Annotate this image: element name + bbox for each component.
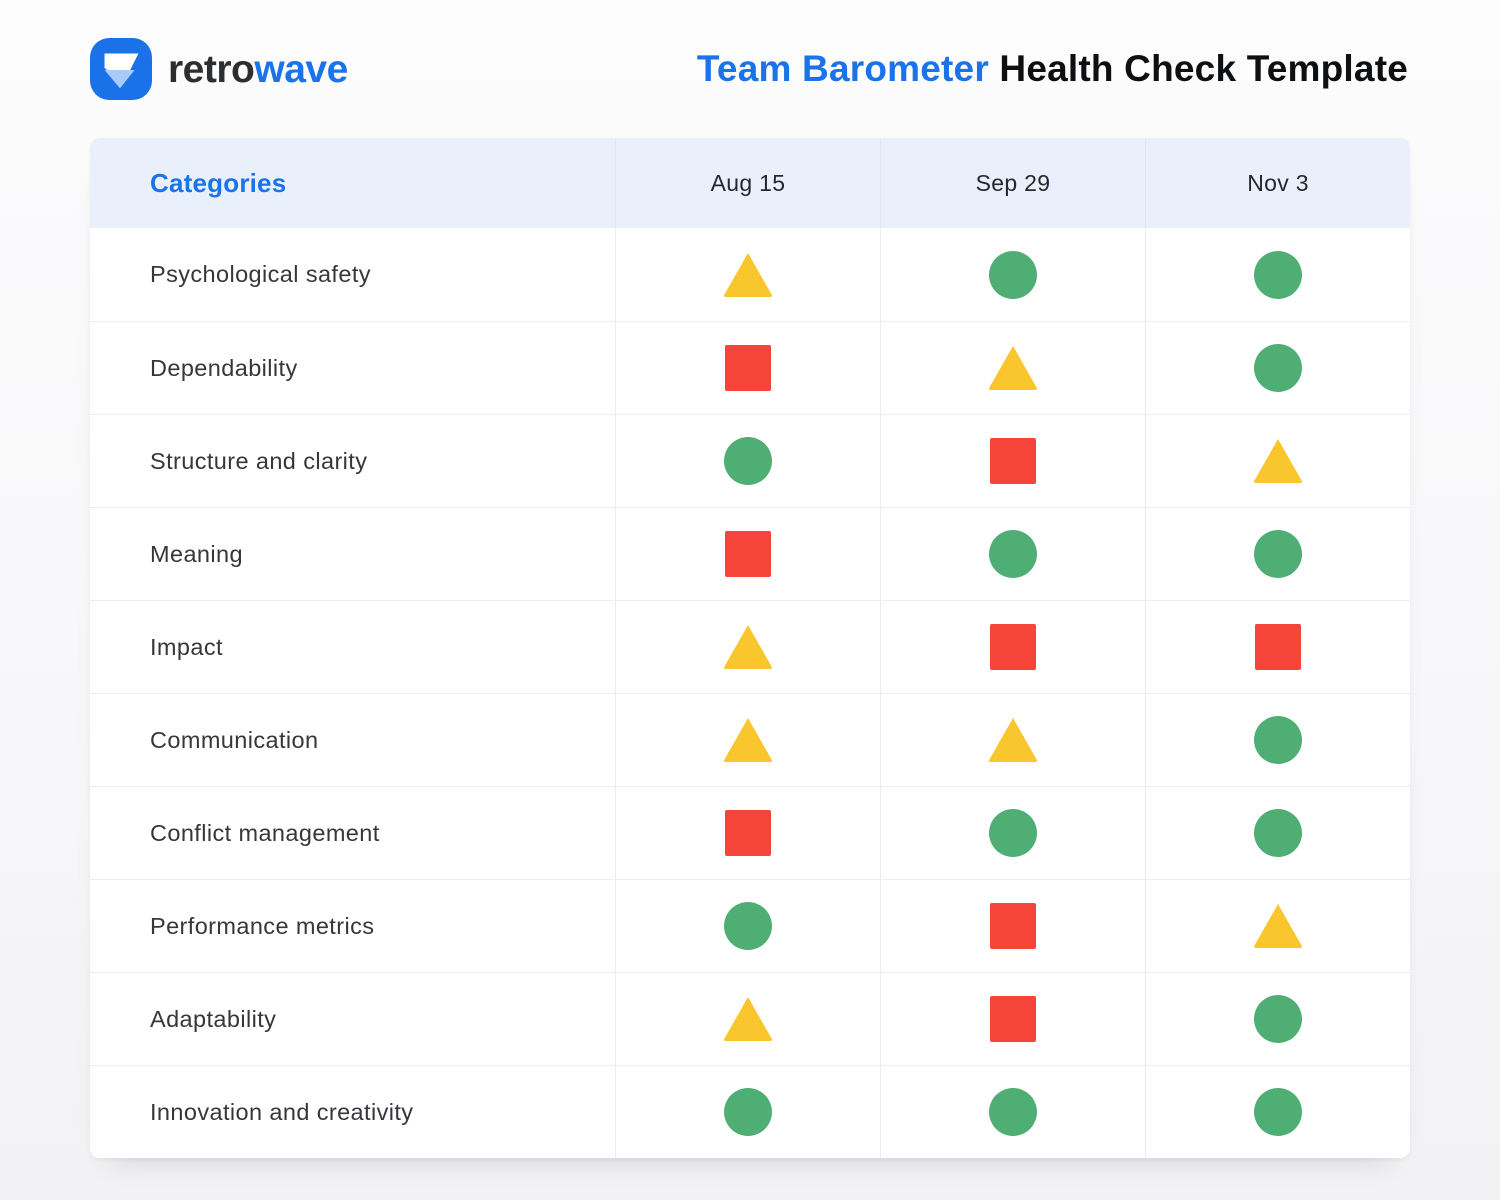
status-cell[interactable]: [1145, 787, 1410, 879]
status-cell[interactable]: [880, 880, 1145, 972]
category-label: Innovation and creativity: [150, 1098, 414, 1125]
logo-flag-white: [104, 53, 139, 83]
status-square-icon: [725, 810, 771, 856]
category-label: Communication: [150, 726, 319, 753]
column-header-date-3: Nov 3: [1145, 138, 1410, 228]
brand-logo: retrowave: [90, 38, 348, 100]
status-triangle-icon: [988, 346, 1038, 390]
status-circle-icon: [724, 1088, 772, 1136]
status-cell[interactable]: [1145, 601, 1410, 693]
status-square-icon: [990, 903, 1036, 949]
status-square-icon: [1255, 624, 1301, 670]
status-circle-icon: [1254, 1088, 1302, 1136]
status-circle-icon: [724, 437, 772, 485]
status-cell[interactable]: [615, 694, 880, 786]
category-label: Dependability: [150, 354, 298, 381]
status-cell[interactable]: [615, 322, 880, 414]
status-cell[interactable]: [880, 787, 1145, 879]
status-triangle-icon: [1253, 904, 1303, 948]
category-label: Conflict management: [150, 819, 380, 846]
status-cell[interactable]: [1145, 1066, 1410, 1158]
category-label: Psychological safety: [150, 261, 371, 287]
status-cell[interactable]: [615, 508, 880, 600]
category-label: Adaptability: [150, 1005, 277, 1032]
status-triangle-icon: [723, 625, 773, 669]
status-circle-icon: [1254, 530, 1302, 578]
top-bar: retrowave Team Barometer Health Check Te…: [0, 0, 1500, 138]
status-triangle-icon: [1253, 439, 1303, 483]
status-cell[interactable]: [1145, 228, 1410, 321]
status-circle-icon: [989, 1088, 1037, 1136]
status-circle-icon: [989, 809, 1037, 857]
column-header-date-1: Aug 15: [615, 138, 880, 228]
category-label: Impact: [150, 633, 223, 660]
status-triangle-icon: [723, 997, 773, 1041]
status-cell[interactable]: [615, 880, 880, 972]
table-row: Psychological safety: [90, 228, 1410, 321]
brand-name-secondary: wave: [254, 47, 348, 91]
table-row: Adaptability: [90, 972, 1410, 1065]
status-square-icon: [990, 438, 1036, 484]
page-title-rest: Health Check Template: [999, 48, 1408, 89]
status-cell[interactable]: [1145, 415, 1410, 507]
table-row: Impact: [90, 600, 1410, 693]
category-label: Meaning: [150, 540, 243, 567]
page-title-highlight: Team Barometer: [696, 48, 989, 89]
status-square-icon: [990, 996, 1036, 1042]
category-label: Performance metrics: [150, 912, 375, 939]
status-cell[interactable]: [1145, 322, 1410, 414]
status-circle-icon: [1254, 995, 1302, 1043]
table-row: Performance metrics: [90, 879, 1410, 972]
column-header-date-2: Sep 29: [880, 138, 1145, 228]
status-cell[interactable]: [1145, 694, 1410, 786]
status-circle-icon: [1254, 716, 1302, 764]
status-cell[interactable]: [880, 508, 1145, 600]
table-row: Structure and clarity: [90, 414, 1410, 507]
status-cell[interactable]: [880, 415, 1145, 507]
status-square-icon: [725, 345, 771, 391]
status-cell[interactable]: [615, 601, 880, 693]
status-cell[interactable]: [880, 694, 1145, 786]
status-cell[interactable]: [615, 787, 880, 879]
health-check-table: Categories Aug 15 Sep 29 Nov 3 Psycholog…: [90, 138, 1410, 1158]
logo-triangle-light: [104, 69, 135, 89]
brand-name: retrowave: [168, 50, 348, 89]
retrowave-logo-icon: [90, 38, 152, 100]
status-square-icon: [725, 531, 771, 577]
status-cell[interactable]: [880, 973, 1145, 1065]
status-circle-icon: [1254, 809, 1302, 857]
status-cell[interactable]: [880, 228, 1145, 321]
status-cell[interactable]: [880, 601, 1145, 693]
status-circle-icon: [724, 902, 772, 950]
status-circle-icon: [1254, 344, 1302, 392]
table-body: Psychological safety Dependability Structu…: [90, 228, 1410, 1158]
status-circle-icon: [989, 250, 1037, 299]
status-cell[interactable]: [615, 1066, 880, 1158]
category-label: Structure and clarity: [150, 447, 368, 474]
column-header-categories: Categories: [150, 167, 287, 198]
table-row: Innovation and creativity: [90, 1065, 1410, 1158]
page-title: Team Barometer Health Check Template: [697, 48, 1408, 90]
table-row: Communication: [90, 693, 1410, 786]
status-cell[interactable]: [1145, 880, 1410, 972]
status-cell[interactable]: [1145, 508, 1410, 600]
status-cell[interactable]: [615, 228, 880, 321]
table-row: Conflict management: [90, 786, 1410, 879]
status-triangle-icon: [988, 718, 1038, 762]
status-square-icon: [990, 624, 1036, 670]
status-cell[interactable]: [880, 322, 1145, 414]
status-triangle-icon: [723, 718, 773, 762]
status-cell[interactable]: [615, 973, 880, 1065]
status-triangle-icon: [723, 252, 773, 297]
status-cell[interactable]: [880, 1066, 1145, 1158]
table-row: Meaning: [90, 507, 1410, 600]
table-header-row: Categories Aug 15 Sep 29 Nov 3: [90, 138, 1410, 228]
table-row: Dependability: [90, 321, 1410, 414]
status-circle-icon: [1254, 250, 1302, 299]
brand-name-primary: retro: [168, 47, 255, 91]
status-circle-icon: [989, 530, 1037, 578]
status-cell[interactable]: [1145, 973, 1410, 1065]
status-cell[interactable]: [615, 415, 880, 507]
